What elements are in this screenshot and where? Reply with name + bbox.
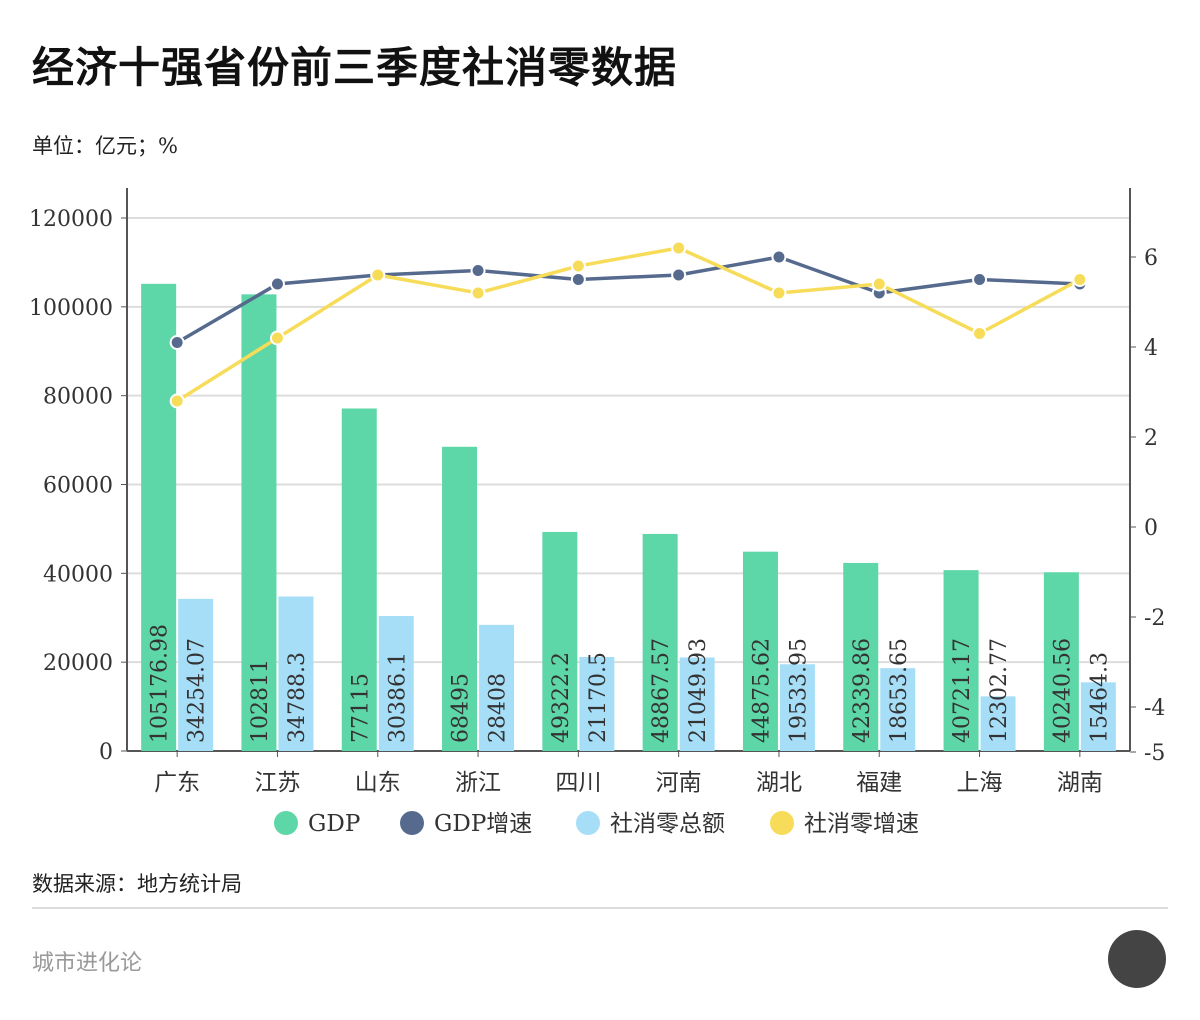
x-tick-label: 河南 bbox=[656, 770, 702, 796]
x-tick-label: 福建 bbox=[856, 770, 902, 796]
x-tick-label: 湖南 bbox=[1057, 770, 1103, 796]
bar-社消零总额 bbox=[679, 657, 715, 751]
bar-社消零总额 bbox=[1080, 682, 1116, 751]
legend-label: GDP bbox=[308, 811, 360, 837]
point-社消零增速 bbox=[470, 285, 486, 301]
left-tick-label: 100000 bbox=[29, 296, 113, 321]
point-社消零增速 bbox=[169, 393, 185, 409]
left-tick-label: 0 bbox=[99, 740, 113, 765]
bar-GDP bbox=[943, 570, 979, 751]
bar-label: 19533.95 bbox=[786, 638, 811, 743]
divider bbox=[32, 907, 1168, 909]
left-tick-label: 80000 bbox=[43, 385, 113, 410]
line-社消零增速 bbox=[176, 246, 1081, 403]
point-社消零增速 bbox=[1072, 272, 1088, 287]
bar-GDP bbox=[642, 533, 678, 751]
data-source: 数据来源：地方统计局 bbox=[32, 872, 242, 896]
left-tick-label: 120000 bbox=[29, 207, 113, 232]
bar-label: 21170.5 bbox=[586, 652, 611, 743]
bar-社消零总额 bbox=[378, 616, 414, 751]
right-tick-label: 0 bbox=[1144, 516, 1158, 541]
left-tick-label: 40000 bbox=[43, 562, 113, 587]
bar-社消零总额 bbox=[178, 598, 214, 751]
bar-GDP bbox=[141, 283, 177, 751]
chart-title: 经济十强省份前三季度社消零数据 bbox=[32, 43, 678, 92]
point-GDP增速 bbox=[972, 272, 988, 287]
x-tick-label: 江苏 bbox=[254, 770, 300, 796]
right-tick-label: -2 bbox=[1144, 606, 1165, 631]
bar-label: 40721.17 bbox=[950, 638, 975, 743]
legend-marker bbox=[576, 811, 600, 835]
legend-marker bbox=[274, 811, 298, 835]
footer-brand: 城市进化论 bbox=[32, 951, 143, 976]
bar-label: 12302.77 bbox=[987, 638, 1012, 743]
bar-社消零总额 bbox=[278, 596, 314, 751]
chart: 0 20000 40000 60000 80000 100000 120000 -5 -4 -2 0… bbox=[29, 188, 1165, 837]
point-社消零增速 bbox=[771, 285, 787, 301]
bar-label: 102811 bbox=[248, 659, 273, 743]
bar-label: 30386.1 bbox=[385, 652, 410, 743]
point-GDP增速 bbox=[470, 263, 486, 278]
bar-社消零总额 bbox=[779, 664, 815, 751]
point-社消零增速 bbox=[269, 330, 285, 346]
bar-GDP bbox=[742, 551, 778, 751]
bar-GDP bbox=[442, 446, 478, 751]
right-tick-label: -5 bbox=[1144, 741, 1165, 766]
x-tick-label: 上海 bbox=[957, 770, 1003, 796]
bar-label: 48867.57 bbox=[649, 638, 674, 743]
point-社消零增速 bbox=[370, 267, 386, 283]
x-tick-label: 湖北 bbox=[756, 770, 802, 796]
bar-GDP bbox=[1043, 572, 1079, 751]
bar-GDP bbox=[241, 294, 277, 751]
x-tick-label: 山东 bbox=[355, 770, 401, 796]
point-GDP增速 bbox=[570, 272, 586, 287]
point-社消零增速 bbox=[871, 276, 887, 292]
bar-label: 15464.3 bbox=[1087, 652, 1112, 743]
x-tick-label: 浙江 bbox=[455, 770, 501, 796]
point-GDP增速 bbox=[169, 335, 185, 350]
bar-label: 21049.93 bbox=[686, 638, 711, 743]
bar-label: 68495 bbox=[449, 673, 474, 743]
bar-label: 42339.86 bbox=[850, 638, 875, 743]
legend-label: GDP增速 bbox=[434, 811, 532, 837]
left-tick-label: 20000 bbox=[43, 651, 113, 676]
right-tick-label: 6 bbox=[1144, 246, 1158, 271]
line-GDP增速 bbox=[176, 255, 1080, 345]
right-tick-label: 4 bbox=[1144, 336, 1158, 361]
bar-label: 49322.2 bbox=[549, 652, 574, 743]
legend-marker bbox=[770, 811, 794, 835]
legend-marker bbox=[400, 811, 424, 835]
left-tick-label: 60000 bbox=[43, 474, 113, 499]
point-社消零增速 bbox=[671, 240, 687, 256]
bar-label: 34254.07 bbox=[185, 638, 210, 743]
unit-label: 单位：亿元；% bbox=[32, 134, 178, 158]
point-GDP增速 bbox=[771, 249, 787, 265]
point-社消零增速 bbox=[972, 326, 988, 341]
bar-label: 28408 bbox=[486, 673, 511, 743]
bar-label: 34788.3 bbox=[285, 652, 310, 743]
point-GDP增速 bbox=[671, 267, 687, 283]
legend-label: 社消零增速 bbox=[804, 811, 919, 837]
bar-GDP bbox=[341, 408, 377, 751]
bar-label: 105176.98 bbox=[148, 624, 173, 743]
bar-社消零总额 bbox=[880, 668, 916, 751]
x-tick-label: 广东 bbox=[154, 770, 200, 796]
point-GDP增速 bbox=[269, 276, 285, 292]
bar-社消零总额 bbox=[980, 696, 1016, 751]
point-社消零增速 bbox=[570, 258, 586, 274]
right-tick-label: -4 bbox=[1144, 696, 1165, 721]
bar-社消零总额 bbox=[579, 656, 615, 751]
brand-logo bbox=[1108, 930, 1166, 988]
right-tick-label: 2 bbox=[1144, 426, 1158, 451]
bar-label: 18653.65 bbox=[887, 638, 912, 743]
bar-label: 77115 bbox=[348, 673, 373, 743]
bar-社消零总额 bbox=[479, 624, 515, 751]
legend-label: 社消零总额 bbox=[610, 811, 725, 837]
x-tick-label: 四川 bbox=[555, 770, 601, 796]
bar-label: 44875.62 bbox=[749, 638, 774, 743]
bar-label: 40240.56 bbox=[1050, 638, 1075, 743]
bar-GDP bbox=[542, 531, 578, 751]
bar-GDP bbox=[843, 562, 879, 751]
